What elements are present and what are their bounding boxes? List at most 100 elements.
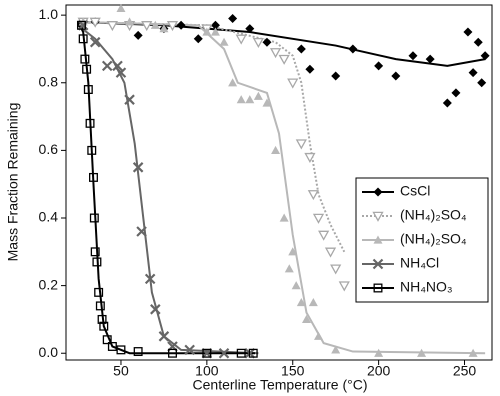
legend-marker — [373, 283, 383, 293]
y-tick-label: 0.2 — [39, 276, 59, 292]
marker — [166, 21, 179, 32]
x-tick-label: 250 — [453, 363, 477, 379]
marker — [82, 64, 92, 74]
marker — [210, 20, 220, 30]
marker — [262, 37, 272, 47]
marker — [278, 54, 290, 65]
marker — [417, 348, 427, 357]
marker — [473, 37, 483, 47]
y-tick-label: 1.0 — [39, 6, 59, 22]
marker — [85, 118, 95, 128]
marker — [307, 190, 319, 201]
marker — [312, 213, 325, 224]
marker — [374, 61, 384, 71]
marker — [228, 14, 238, 24]
marker — [133, 347, 143, 357]
marker — [150, 20, 160, 29]
marker — [248, 348, 258, 358]
marker — [391, 71, 401, 81]
marker — [89, 213, 99, 223]
marker — [291, 281, 301, 290]
fit-line — [77, 20, 346, 253]
marker — [133, 30, 143, 40]
marker — [97, 314, 107, 324]
marker — [202, 27, 212, 36]
marker — [158, 331, 170, 342]
marker — [101, 60, 113, 72]
fit-line — [77, 21, 255, 355]
marker — [115, 67, 127, 78]
marker — [338, 281, 350, 292]
marker — [295, 139, 307, 150]
marker — [90, 247, 100, 257]
marker — [83, 85, 93, 94]
marker — [76, 20, 86, 30]
marker — [304, 152, 316, 163]
marker — [210, 27, 220, 36]
marker — [252, 37, 264, 49]
marker — [144, 273, 156, 285]
y-tick-label: 0.6 — [39, 141, 59, 157]
marker — [271, 145, 281, 154]
fit-line — [77, 20, 486, 355]
marker — [89, 17, 101, 28]
y-tick-label: 0.4 — [39, 209, 59, 225]
marker — [89, 36, 101, 48]
legend-label: CsCl — [400, 183, 430, 199]
x-axis-label: Centerline Temperature (°C) — [193, 377, 368, 393]
marker — [102, 335, 112, 345]
marker — [136, 226, 147, 237]
marker — [318, 230, 330, 241]
y-tick-label: 0.8 — [39, 73, 59, 89]
marker — [451, 88, 461, 98]
fit-line — [77, 24, 259, 355]
marker — [235, 34, 247, 45]
marker — [201, 347, 213, 359]
legend-label: NH₄NO₃ — [400, 279, 453, 295]
marker — [184, 344, 195, 356]
marker — [124, 94, 135, 105]
marker — [245, 24, 255, 34]
legend-marker — [372, 258, 384, 270]
marker — [80, 54, 90, 64]
marker — [425, 54, 435, 64]
marker — [77, 20, 89, 31]
marker — [331, 71, 341, 81]
legend-marker — [373, 187, 383, 197]
legend-label: (NH₄)₂SO₄ — [400, 207, 467, 223]
marker — [374, 348, 384, 357]
marker — [92, 257, 102, 267]
marker — [269, 48, 282, 59]
marker — [236, 95, 246, 104]
x-tick-label: 150 — [281, 363, 305, 379]
marker — [296, 44, 306, 54]
marker — [116, 3, 126, 12]
x-tick-label: 100 — [195, 363, 219, 379]
marker — [193, 34, 203, 44]
x-tick-label: 50 — [113, 363, 129, 379]
marker — [348, 44, 358, 54]
y-tick-label: 0.0 — [39, 344, 59, 360]
marker — [94, 287, 104, 297]
marker — [106, 21, 118, 32]
marker — [218, 347, 230, 359]
marker — [228, 78, 238, 87]
marker — [159, 24, 169, 33]
marker — [107, 342, 117, 351]
legend-label: (NH₄)₂SO₄ — [400, 231, 467, 247]
marker — [314, 331, 324, 340]
marker — [442, 98, 452, 108]
marker — [116, 345, 126, 355]
marker — [324, 247, 337, 258]
marker — [253, 91, 263, 100]
marker — [99, 321, 109, 331]
legend-label: NH₄Cl — [400, 255, 439, 271]
marker — [468, 348, 478, 357]
marker — [330, 264, 342, 275]
x-tick-label: 200 — [367, 363, 391, 379]
marker — [87, 145, 97, 155]
marker — [463, 27, 473, 37]
marker — [301, 314, 311, 324]
marker — [308, 298, 318, 307]
